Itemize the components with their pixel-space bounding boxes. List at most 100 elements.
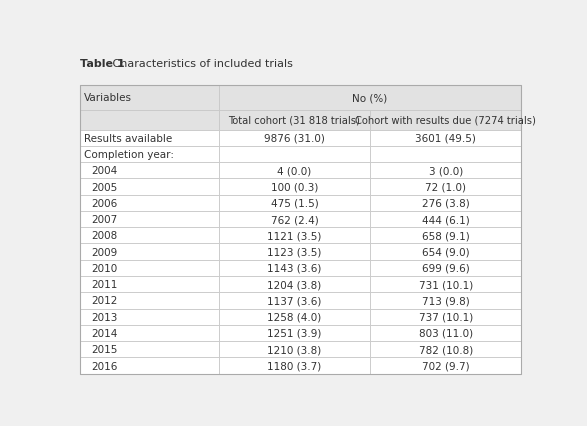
Text: 737 (10.1): 737 (10.1) xyxy=(419,312,473,322)
Text: 803 (11.0): 803 (11.0) xyxy=(419,328,473,338)
Bar xyxy=(219,357,370,374)
Text: 2014: 2014 xyxy=(91,328,117,338)
Text: 1121 (3.5): 1121 (3.5) xyxy=(267,231,322,241)
Text: 1210 (3.8): 1210 (3.8) xyxy=(267,345,322,354)
Bar xyxy=(219,147,370,163)
Text: 658 (9.1): 658 (9.1) xyxy=(422,231,470,241)
Text: Cohort with results due (7274 trials): Cohort with results due (7274 trials) xyxy=(355,115,536,125)
Text: 731 (10.1): 731 (10.1) xyxy=(419,279,473,289)
Bar xyxy=(80,357,219,374)
Bar xyxy=(80,276,219,293)
Text: 654 (9.0): 654 (9.0) xyxy=(422,247,470,257)
Text: 3601 (49.5): 3601 (49.5) xyxy=(416,133,476,144)
Text: Table 1: Table 1 xyxy=(80,59,124,69)
Text: 2007: 2007 xyxy=(91,215,117,225)
Bar xyxy=(80,86,521,374)
Bar xyxy=(370,110,521,130)
Bar xyxy=(219,163,370,179)
Text: Results available: Results available xyxy=(84,133,173,144)
Text: 2004: 2004 xyxy=(91,166,117,176)
Bar xyxy=(370,357,521,374)
Text: Characteristics of included trials: Characteristics of included trials xyxy=(109,59,293,69)
Text: 762 (2.4): 762 (2.4) xyxy=(271,215,318,225)
Bar xyxy=(80,293,219,309)
Text: No (%): No (%) xyxy=(352,93,387,103)
Bar xyxy=(219,179,370,195)
Bar xyxy=(80,110,219,130)
Bar xyxy=(370,260,521,276)
Bar xyxy=(370,309,521,325)
Text: 2011: 2011 xyxy=(91,279,117,289)
Bar xyxy=(370,244,521,260)
Text: 100 (0.3): 100 (0.3) xyxy=(271,182,318,192)
Text: 72 (1.0): 72 (1.0) xyxy=(426,182,466,192)
Bar xyxy=(370,276,521,293)
Text: 699 (9.6): 699 (9.6) xyxy=(422,263,470,273)
Bar xyxy=(80,325,219,341)
Bar xyxy=(80,260,219,276)
Bar xyxy=(80,86,219,110)
Text: 2010: 2010 xyxy=(91,263,117,273)
Bar xyxy=(219,260,370,276)
Text: 475 (1.5): 475 (1.5) xyxy=(271,199,318,208)
Bar xyxy=(370,195,521,211)
Bar xyxy=(219,211,370,227)
Bar xyxy=(370,163,521,179)
Bar xyxy=(80,211,219,227)
Text: 1137 (3.6): 1137 (3.6) xyxy=(267,296,322,306)
Bar xyxy=(219,130,370,147)
Text: 3 (0.0): 3 (0.0) xyxy=(429,166,463,176)
Text: 2008: 2008 xyxy=(91,231,117,241)
Bar xyxy=(219,325,370,341)
Text: 2009: 2009 xyxy=(91,247,117,257)
Text: 713 (9.8): 713 (9.8) xyxy=(422,296,470,306)
Text: 2005: 2005 xyxy=(91,182,117,192)
Text: 2015: 2015 xyxy=(91,345,117,354)
Text: Completion year:: Completion year: xyxy=(84,150,174,160)
Text: 2013: 2013 xyxy=(91,312,117,322)
Bar xyxy=(80,309,219,325)
Bar xyxy=(370,130,521,147)
Text: Variables: Variables xyxy=(84,93,132,103)
Bar xyxy=(80,227,219,244)
Text: 1123 (3.5): 1123 (3.5) xyxy=(267,247,322,257)
Bar xyxy=(80,244,219,260)
Text: 702 (9.7): 702 (9.7) xyxy=(422,361,470,371)
Bar xyxy=(219,227,370,244)
Text: 276 (3.8): 276 (3.8) xyxy=(422,199,470,208)
Text: 4 (0.0): 4 (0.0) xyxy=(278,166,312,176)
Bar xyxy=(370,147,521,163)
Text: 1251 (3.9): 1251 (3.9) xyxy=(267,328,322,338)
Text: Total cohort (31 818 trials): Total cohort (31 818 trials) xyxy=(228,115,360,125)
Bar xyxy=(219,195,370,211)
Bar xyxy=(80,195,219,211)
Text: 2012: 2012 xyxy=(91,296,117,306)
Bar xyxy=(80,147,219,163)
Bar xyxy=(80,341,219,357)
Bar xyxy=(80,163,219,179)
Bar xyxy=(219,341,370,357)
Text: 1143 (3.6): 1143 (3.6) xyxy=(267,263,322,273)
Text: 782 (10.8): 782 (10.8) xyxy=(419,345,473,354)
Bar xyxy=(219,244,370,260)
Bar xyxy=(370,341,521,357)
Text: 2016: 2016 xyxy=(91,361,117,371)
Bar xyxy=(219,293,370,309)
Bar xyxy=(80,179,219,195)
Bar xyxy=(219,276,370,293)
Bar xyxy=(80,130,219,147)
Text: 2006: 2006 xyxy=(91,199,117,208)
Bar xyxy=(219,86,521,110)
Text: 9876 (31.0): 9876 (31.0) xyxy=(264,133,325,144)
Text: 444 (6.1): 444 (6.1) xyxy=(422,215,470,225)
Bar xyxy=(370,293,521,309)
Text: 1258 (4.0): 1258 (4.0) xyxy=(267,312,322,322)
Bar xyxy=(370,227,521,244)
Bar xyxy=(219,110,370,130)
Bar xyxy=(370,211,521,227)
Text: 1180 (3.7): 1180 (3.7) xyxy=(267,361,322,371)
Bar xyxy=(370,325,521,341)
Bar xyxy=(219,309,370,325)
Bar xyxy=(370,179,521,195)
Text: 1204 (3.8): 1204 (3.8) xyxy=(267,279,322,289)
